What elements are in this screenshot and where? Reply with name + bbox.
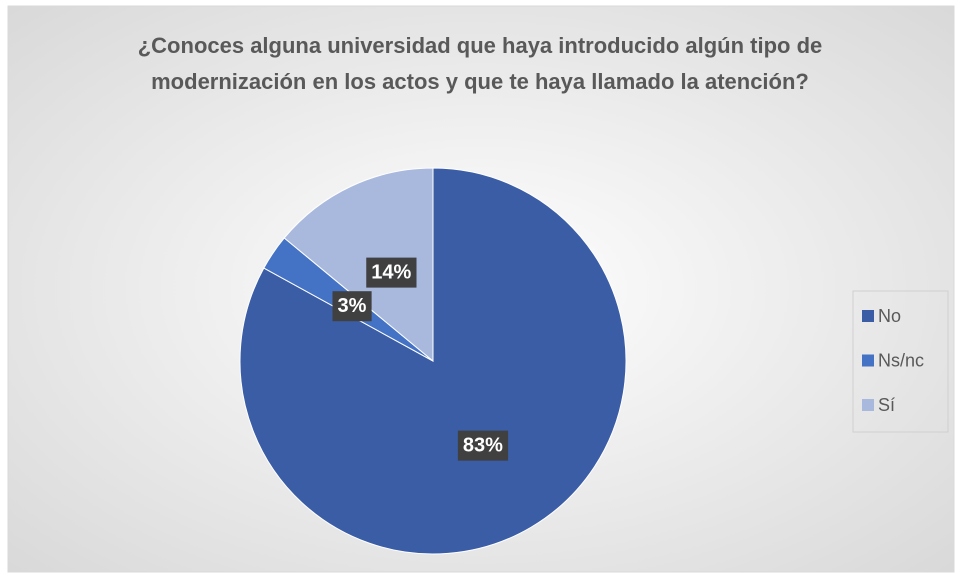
data-label-box [457, 430, 509, 461]
data-label-box [332, 291, 372, 322]
legend-label: No [878, 306, 901, 326]
data-label: 83% [463, 435, 503, 457]
legend-label: Ns/nc [878, 350, 924, 370]
chart-title: ¿Conoces alguna universidad que haya int… [137, 33, 823, 94]
legend-box [852, 290, 949, 433]
data-label-box [366, 257, 417, 288]
legend-swatch [862, 310, 874, 322]
data-label: 3% [337, 295, 366, 317]
legend-label: Sí [878, 395, 895, 415]
legend-swatch [862, 399, 874, 411]
legend-swatch [862, 354, 874, 367]
data-label: 14% [371, 262, 411, 284]
pie-slice [283, 167, 434, 363]
